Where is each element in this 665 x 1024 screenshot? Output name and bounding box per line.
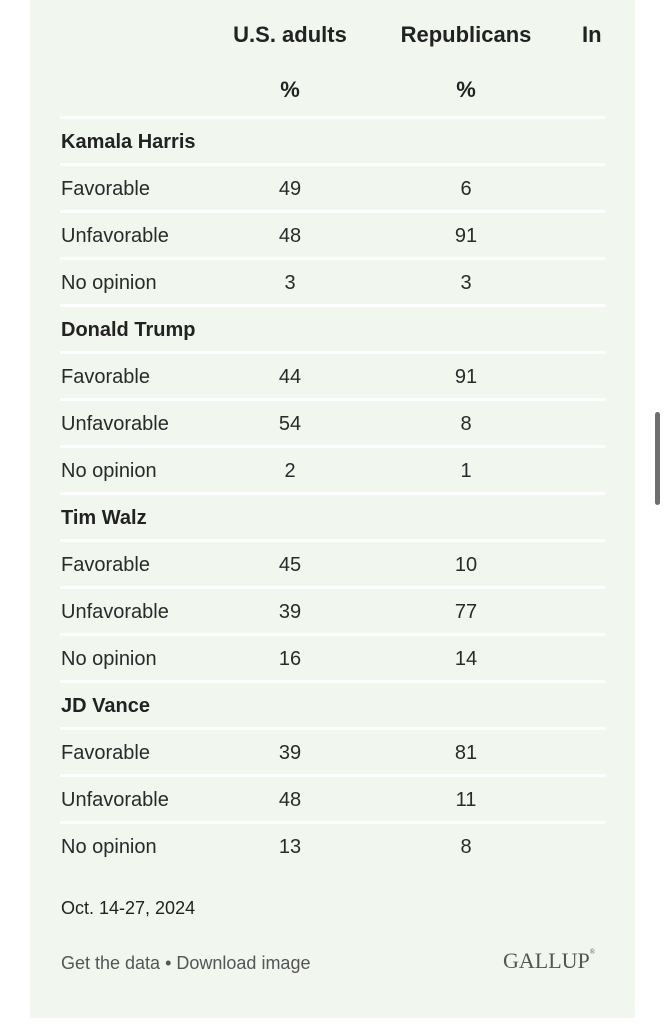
row-label: No opinion: [61, 460, 157, 482]
value-us-adults: 44: [278, 366, 302, 388]
table-row: Unfavorable 39 77: [60, 589, 605, 633]
value-us-adults: 48: [278, 225, 302, 247]
table-row: No opinion 13 8: [60, 824, 605, 868]
value-us-adults: 13: [278, 836, 302, 858]
divider: [60, 680, 605, 683]
value-us-adults: 3: [284, 272, 296, 294]
unit-us-adults: %: [280, 77, 300, 102]
footer-links: Get the data • Download image: [61, 953, 310, 974]
divider: [60, 586, 605, 589]
row-label: Unfavorable: [61, 225, 169, 247]
row-label: Favorable: [61, 366, 150, 388]
value-us-adults: 48: [278, 789, 302, 811]
group-header-row: JD Vance: [60, 683, 605, 727]
row-label: Favorable: [61, 178, 150, 200]
group-name: Kamala Harris: [61, 131, 196, 153]
value-us-adults: 49: [278, 178, 302, 200]
divider: [60, 210, 605, 213]
column-header-us-adults: U.S. adults: [233, 22, 347, 47]
table-row: No opinion 16 14: [60, 636, 605, 680]
column-header-row: U.S. adults Republicans In: [60, 0, 605, 72]
divider: [60, 163, 605, 166]
divider: [60, 774, 605, 777]
divider: [60, 633, 605, 636]
value-republicans: 14: [454, 648, 478, 670]
table-row: Unfavorable 48 91: [60, 213, 605, 257]
unit-row: % %: [60, 72, 605, 116]
group-header-row: Donald Trump: [60, 307, 605, 351]
group-name: Tim Walz: [61, 507, 147, 529]
row-label: Favorable: [61, 554, 150, 576]
value-republicans: 6: [460, 178, 472, 200]
divider: [60, 351, 605, 354]
column-header-republicans: Republicans: [400, 22, 532, 47]
group-name: JD Vance: [61, 695, 150, 717]
table-row: Favorable 45 10: [60, 542, 605, 586]
column-header-independents: In: [582, 22, 602, 47]
group-header-row: Kamala Harris: [60, 119, 605, 163]
table-row: No opinion 3 3: [60, 260, 605, 304]
value-us-adults: 54: [278, 413, 302, 435]
divider: [60, 116, 605, 119]
value-republicans: 91: [454, 225, 478, 247]
value-republicans: 3: [460, 272, 472, 294]
divider: [60, 821, 605, 824]
survey-date: Oct. 14-27, 2024: [61, 898, 196, 918]
registered-mark: ®: [589, 948, 596, 956]
download-image-link[interactable]: Download image: [176, 953, 311, 973]
value-republicans: 8: [460, 413, 472, 435]
divider: [60, 257, 605, 260]
value-republicans: 77: [454, 601, 478, 623]
table-row: Favorable 44 91: [60, 354, 605, 398]
gallup-logo-text: GALLUP: [503, 948, 590, 973]
value-us-adults: 45: [278, 554, 302, 576]
row-label: No opinion: [61, 836, 157, 858]
table-row: Favorable 49 6: [60, 166, 605, 210]
table-row: Favorable 39 81: [60, 730, 605, 774]
row-label: Unfavorable: [61, 413, 169, 435]
value-republicans: 10: [454, 554, 478, 576]
divider: [60, 398, 605, 401]
value-republicans: 11: [455, 789, 477, 811]
value-republicans: 81: [454, 742, 478, 764]
group-header-row: Tim Walz: [60, 495, 605, 539]
table-body: Kamala Harris Favorable 49 6 Unfavorable 48 91…: [60, 119, 605, 868]
row-label: Unfavorable: [61, 789, 169, 811]
value-us-adults: 39: [278, 601, 302, 623]
table-row: Unfavorable 54 8: [60, 401, 605, 445]
divider: [60, 445, 605, 448]
scrollbar[interactable]: [655, 412, 660, 505]
value-republicans: 1: [460, 460, 472, 482]
value-republicans: 91: [454, 366, 478, 388]
value-us-adults: 39: [278, 742, 302, 764]
row-label: Favorable: [61, 742, 150, 764]
divider: [60, 727, 605, 730]
row-label: No opinion: [61, 648, 157, 670]
row-label: Unfavorable: [61, 601, 169, 623]
divider: [60, 492, 605, 495]
gallup-logo[interactable]: GALLUP®: [503, 948, 595, 974]
value-us-adults: 16: [278, 648, 302, 670]
table-panel: [30, 0, 635, 1018]
favorability-table: U.S. adults Republicans In % % Kamala Ha…: [60, 0, 605, 868]
row-label: No opinion: [61, 272, 157, 294]
value-republicans: 8: [460, 836, 472, 858]
divider: [60, 539, 605, 542]
unit-republicans: %: [456, 77, 476, 102]
divider: [60, 304, 605, 307]
group-name: Donald Trump: [61, 319, 196, 341]
get-data-link[interactable]: Get the data: [61, 953, 161, 973]
table-row: No opinion 2 1: [60, 448, 605, 492]
table-row: Unfavorable 48 11: [60, 777, 605, 821]
link-separator: •: [160, 953, 177, 973]
value-us-adults: 2: [284, 460, 296, 482]
